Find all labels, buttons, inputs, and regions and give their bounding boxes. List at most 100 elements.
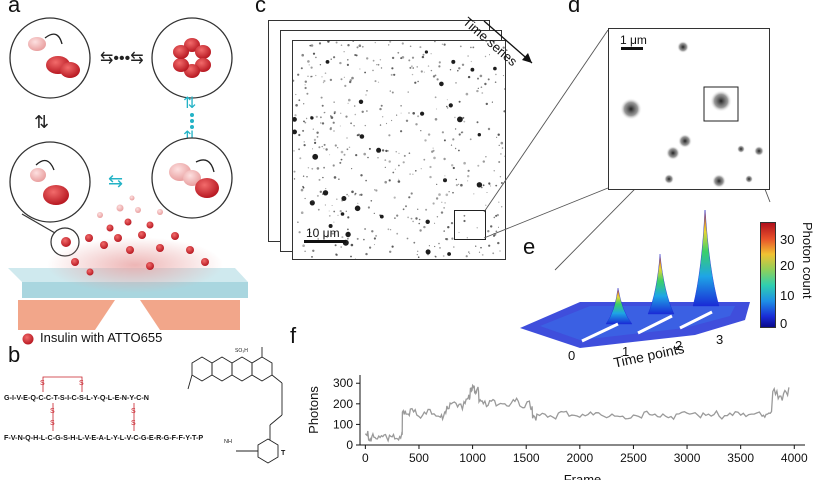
disulfide-bonds (42, 376, 135, 431)
speckle-spot (465, 92, 469, 96)
speckle-spot (345, 115, 348, 118)
speckle-spot (339, 210, 342, 213)
speckle-spot (293, 170, 296, 173)
speckle-spot (500, 141, 504, 145)
speckle-spot (336, 198, 338, 200)
speckle-spot (300, 211, 304, 214)
sulfur-label: S (40, 380, 45, 387)
speckle-spot (460, 183, 463, 187)
speckle-spot (384, 166, 386, 168)
speckle-spot (302, 175, 305, 177)
speckle-spot (363, 152, 366, 156)
speckle-spot (467, 75, 471, 79)
speckle-spot (393, 73, 396, 76)
speckle-field (293, 41, 505, 259)
speckle-spot (382, 116, 384, 118)
speckle-spot (368, 147, 371, 150)
speckle-spot (467, 175, 470, 178)
speckle-spot (468, 251, 470, 253)
speckle-spot (487, 127, 491, 131)
colorbar-tick-30: 30 (780, 232, 795, 247)
speckle-spot (328, 215, 331, 217)
speckle-spot (458, 149, 460, 152)
speckle-spot (444, 202, 446, 204)
speckle-spot (479, 74, 483, 78)
speckle-spot (398, 152, 400, 154)
speckle-spot (436, 78, 439, 81)
speckle-spot (403, 154, 406, 157)
speckle-spot (420, 70, 423, 73)
speckle-spot (328, 224, 333, 228)
speckle-spot (422, 53, 425, 56)
hexamer-circle (151, 17, 233, 99)
speckle-spot (497, 133, 500, 136)
speckle-spot (390, 73, 393, 76)
speckle-spot (458, 67, 461, 70)
speckle-spot (356, 46, 359, 49)
speckle-spot (497, 241, 500, 245)
speckle-spot (449, 69, 452, 71)
speckle-spot (444, 175, 446, 177)
speckle-spot (480, 86, 483, 88)
speckle-spot (379, 59, 382, 61)
speckle-spot (301, 53, 304, 57)
chart-plot (364, 383, 790, 443)
speckle-spot (452, 63, 454, 65)
speckle-spot (318, 146, 321, 149)
speckle-spot (387, 150, 389, 152)
speckle-spot (303, 103, 305, 105)
faint-molecules (97, 195, 163, 218)
speckle-spot (363, 238, 365, 241)
speckle-spot (339, 61, 342, 65)
colorbar-tick-0: 0 (780, 316, 788, 331)
speckle-spot (440, 211, 444, 214)
speckle-spot (388, 160, 391, 163)
speckle-spot (303, 141, 305, 143)
speckle-spot (302, 129, 305, 132)
speckle-spot (348, 146, 351, 148)
speckle-spot (454, 128, 457, 130)
speckle-spot (412, 112, 415, 115)
speckle-spot (495, 73, 497, 76)
speckle-spot (431, 150, 434, 153)
speckle-spot (366, 57, 369, 60)
speckle-spot (452, 166, 455, 170)
chart-axes: 0 500 1000 1500 2000 2500 3000 3500 4000 0 100 200 3… (333, 375, 808, 465)
speckle-spot (427, 133, 431, 136)
speckle-spot (487, 230, 490, 233)
speckle-spot (465, 255, 468, 258)
speckle-spot (436, 108, 438, 110)
speckle-spot (454, 116, 456, 119)
speckle-spot (354, 258, 356, 259)
panel-b-sequence: G-I-V-E-Q-C-C-T-S-I-C-S-L-Y-Q-L-E-N-Y-C-… (4, 347, 286, 464)
speckle-spot (373, 237, 376, 240)
speckle-spot (391, 56, 395, 60)
time-separators (581, 310, 713, 343)
speckle-spot (350, 255, 352, 258)
speckle-spot (389, 250, 392, 253)
speckle-spot (314, 141, 317, 144)
speckle-spot (339, 125, 341, 127)
speckle-spot (326, 236, 329, 238)
speckle-spot (489, 54, 490, 56)
speckle-spot (366, 90, 368, 92)
x-tick-label: 4000 (781, 451, 808, 465)
x-tick-label: 0 (362, 451, 369, 465)
speckle-spot (459, 45, 462, 48)
panel-letter-c: c (255, 0, 266, 17)
zoomed-spots (620, 41, 764, 188)
speckle-spot (455, 178, 457, 181)
speckle-spot (492, 252, 495, 255)
speckle-spot (318, 42, 322, 45)
speckle-spot (357, 202, 359, 204)
speckle-spot (316, 131, 319, 134)
speckle-spot (416, 66, 418, 68)
speckle-spot (391, 245, 394, 248)
speckle-spot (365, 179, 367, 182)
speckle-spot (467, 180, 469, 182)
speckle-spot (299, 157, 302, 160)
speckle-spot (317, 208, 320, 211)
speckle-spot (370, 200, 373, 202)
speckle-spot (420, 168, 422, 170)
y-tick-label: 0 (346, 438, 353, 452)
